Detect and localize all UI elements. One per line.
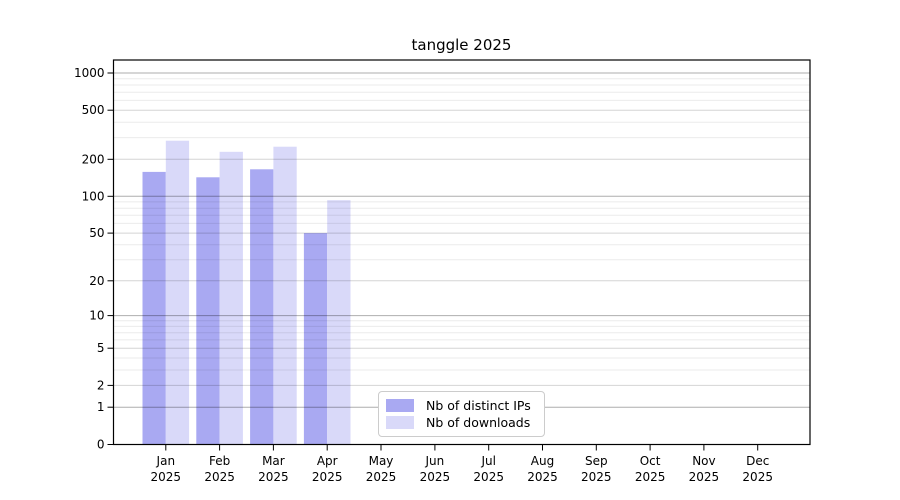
y-tick-label: 5 [97, 341, 105, 355]
x-tick-label-month: Jul [480, 454, 495, 468]
x-tick-label-year: 2025 [420, 470, 451, 484]
x-tick-label-month: Oct [640, 454, 661, 468]
y-tick-label: 200 [82, 152, 105, 166]
y-tick-label: 100 [82, 189, 105, 203]
x-tick-label-year: 2025 [312, 470, 343, 484]
y-tick-label: 50 [89, 226, 104, 240]
bar-nb-of-distinct-ips-apr [303, 233, 328, 445]
y-tick-label: 500 [82, 103, 105, 117]
x-tick-label-month: Aug [531, 454, 554, 468]
legend-item-distinct-ips: Nb of distinct IPs [386, 398, 534, 413]
legend-label-downloads: Nb of downloads [426, 415, 531, 430]
y-tick-label: 20 [89, 274, 104, 288]
legend-item-downloads: Nb of downloads [386, 415, 534, 430]
y-tick-label: 1 [97, 400, 105, 414]
x-tick-label-year: 2025 [742, 470, 773, 484]
x-tick-label-year: 2025 [151, 470, 182, 484]
x-tick-label-month: Dec [746, 454, 769, 468]
bar-nb-of-downloads-jan [165, 140, 190, 445]
y-tick-label: 0 [97, 438, 105, 452]
x-tick-label-month: Sep [585, 454, 608, 468]
bar-nb-of-distinct-ips-jan [142, 171, 166, 445]
bar-nb-of-distinct-ips-mar [250, 169, 274, 445]
x-tick-label-year: 2025 [258, 470, 289, 484]
legend: Nb of distinct IPs Nb of downloads [378, 391, 545, 437]
x-tick-label-year: 2025 [527, 470, 558, 484]
y-tick-label: 10 [89, 309, 104, 323]
x-tick-label-year: 2025 [204, 470, 235, 484]
legend-swatch-distinct-ips [386, 399, 414, 412]
x-tick-label-month: Nov [692, 454, 715, 468]
y-tick-label: 2 [97, 378, 105, 392]
bar-nb-of-downloads-mar [273, 146, 297, 445]
x-tick-label-year: 2025 [689, 470, 720, 484]
x-tick-label-year: 2025 [635, 470, 666, 484]
x-tick-label-year: 2025 [473, 470, 504, 484]
x-tick-label-month: Mar [262, 454, 285, 468]
bar-nb-of-downloads-feb [219, 151, 243, 445]
x-tick-label-month: Feb [209, 454, 230, 468]
chart-title: tanggle 2025 [411, 36, 512, 54]
legend-swatch-downloads [386, 416, 414, 429]
y-tick-label: 1000 [74, 66, 105, 80]
legend-label-distinct-ips: Nb of distinct IPs [426, 398, 531, 413]
plot-border [112, 59, 811, 446]
x-tick-label-month: Jun [425, 454, 445, 468]
x-tick-label-month: Jan [156, 454, 176, 468]
bar-nb-of-downloads-apr [327, 200, 351, 445]
x-tick-label-month: May [369, 454, 394, 468]
x-tick-label-year: 2025 [581, 470, 612, 484]
x-tick-label-month: Apr [317, 454, 338, 468]
bar-nb-of-distinct-ips-feb [196, 177, 220, 445]
x-tick-label-year: 2025 [366, 470, 397, 484]
